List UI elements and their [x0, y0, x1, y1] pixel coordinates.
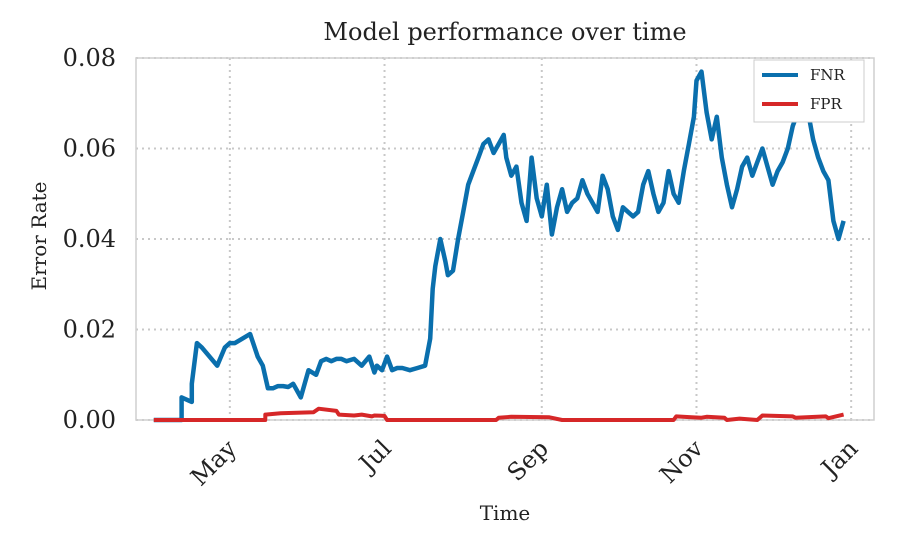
series-line-fpr: [153, 406, 845, 422]
y-tick-label: 0.06: [63, 135, 116, 163]
legend-label-fpr: FPR: [810, 95, 843, 113]
legend-box: [753, 59, 865, 123]
chart-title: Model performance over time: [323, 18, 686, 46]
series-line-fnr: [153, 69, 846, 423]
y-axis-label: Error Rate: [27, 182, 51, 291]
y-tick-label: 0.00: [63, 406, 116, 434]
plot-frame: [135, 57, 875, 421]
y-tick-label: 0.04: [63, 225, 116, 253]
x-axis-label: Time: [480, 501, 531, 525]
legend-label-fnr: FNR: [810, 66, 846, 84]
y-tick-label: 0.02: [63, 316, 116, 344]
y-tick-labels: 0.00 0.02 0.04 0.06 0.08: [63, 44, 116, 434]
grid: [136, 57, 874, 421]
legend: FNR FPR: [753, 59, 865, 123]
y-tick-label: 0.08: [63, 44, 116, 72]
